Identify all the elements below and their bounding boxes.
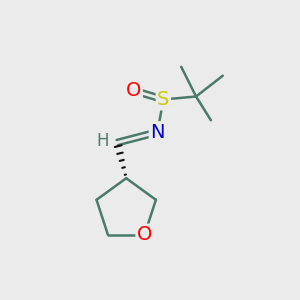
Text: N: N	[150, 123, 165, 142]
Text: O: O	[137, 225, 152, 244]
Text: S: S	[157, 90, 170, 109]
Text: H: H	[96, 132, 109, 150]
Text: O: O	[126, 81, 141, 100]
